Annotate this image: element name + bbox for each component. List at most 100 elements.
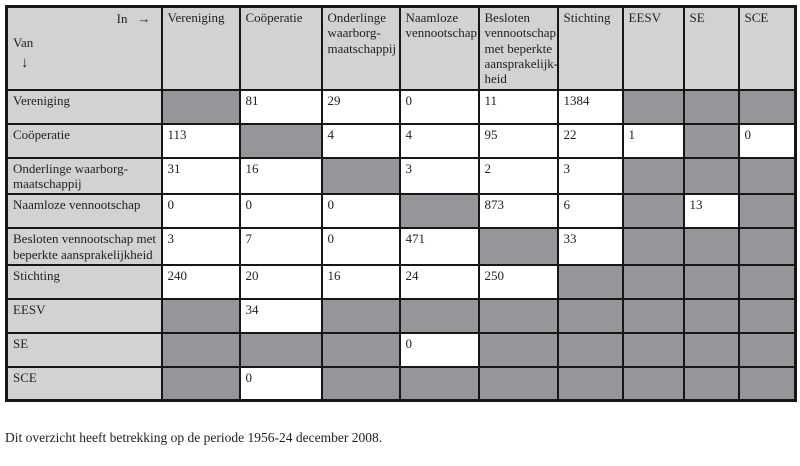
blocked-cell [682, 297, 740, 334]
blocked-cell [477, 365, 559, 402]
blocked-cell [320, 365, 401, 402]
matrix-cell: 0 [320, 227, 401, 266]
matrix-cell: 3 [398, 156, 480, 196]
blocked-cell [682, 365, 740, 402]
matrix-cell: 13 [682, 193, 740, 230]
in-axis-label: In → [13, 10, 157, 26]
conversion-matrix-table: In → Van ↓ Vereniging Coöperatie Onderlinge… [5, 5, 797, 403]
matrix-cell: 22 [556, 122, 624, 159]
table-row: EESV 34 [5, 297, 797, 334]
matrix-cell: 0 [238, 193, 323, 230]
blocked-cell [737, 297, 797, 334]
blocked-cell [398, 297, 480, 334]
footer-note: Dit overzicht heeft betrekking op de per… [5, 430, 383, 445]
matrix-cell: 0 [737, 122, 797, 159]
blocked-cell [737, 88, 797, 125]
blocked-cell [737, 156, 797, 196]
matrix-cell: 250 [477, 263, 559, 300]
row-label: Stichting [5, 263, 163, 300]
table-row: SE 0 [5, 331, 797, 368]
column-header: Onderlinge waarborg-maatschappij [320, 5, 401, 91]
matrix-cell: 1384 [556, 88, 624, 125]
row-label: Vereniging [5, 88, 163, 125]
matrix-cell: 95 [477, 122, 559, 159]
blocked-cell [682, 88, 740, 125]
blocked-cell [682, 331, 740, 368]
blocked-cell [682, 263, 740, 300]
column-header: EESV [621, 5, 685, 91]
van-label: Van [13, 35, 34, 51]
right-arrow-icon: → [137, 11, 151, 26]
column-header: Coöperatie [238, 5, 323, 91]
blocked-cell [737, 263, 797, 300]
blocked-cell [477, 227, 559, 266]
blocked-cell [621, 297, 685, 334]
blocked-cell [621, 263, 685, 300]
column-header: SCE [737, 5, 797, 91]
row-label: Naamloze vennootschap [5, 193, 163, 230]
blocked-cell [621, 227, 685, 266]
matrix-cell: 873 [477, 193, 559, 230]
blocked-cell [160, 331, 241, 368]
matrix-cell: 0 [238, 365, 323, 402]
column-header: Naamloze vennootschap [398, 5, 480, 91]
matrix-corner-cell: In → Van ↓ [5, 5, 163, 91]
blocked-cell [556, 365, 624, 402]
blocked-cell [682, 122, 740, 159]
blocked-cell [160, 297, 241, 334]
matrix-cell: 240 [160, 263, 241, 300]
matrix-cell: 34 [238, 297, 323, 334]
conversion-matrix-wrapper: In → Van ↓ Vereniging Coöperatie Onderlinge… [5, 5, 797, 403]
blocked-cell [398, 365, 480, 402]
blocked-cell [621, 365, 685, 402]
blocked-cell [737, 365, 797, 402]
matrix-cell: 4 [398, 122, 480, 159]
matrix-cell: 16 [238, 156, 323, 196]
table-row: Coöperatie 113 4 4 95 22 1 0 [5, 122, 797, 159]
header-row: In → Van ↓ Vereniging Coöperatie Onderlinge… [5, 5, 797, 91]
matrix-cell: 2 [477, 156, 559, 196]
blocked-cell [320, 156, 401, 196]
column-header: Besloten vennootschap met beperkte aansp… [477, 5, 559, 91]
matrix-cell: 31 [160, 156, 241, 196]
matrix-cell: 81 [238, 88, 323, 125]
matrix-cell: 1 [621, 122, 685, 159]
matrix-cell: 0 [320, 193, 401, 230]
table-row: Stichting 240 20 16 24 250 [5, 263, 797, 300]
row-label: Onderlinge waarborg-maatschappij [5, 156, 163, 196]
blocked-cell [477, 297, 559, 334]
matrix-cell: 3 [556, 156, 624, 196]
blocked-cell [160, 88, 241, 125]
blocked-cell [556, 263, 624, 300]
blocked-cell [737, 227, 797, 266]
blocked-cell [556, 297, 624, 334]
down-arrow-icon: ↓ [21, 54, 29, 71]
column-header: Vereniging [160, 5, 241, 91]
row-label: EESV [5, 297, 163, 334]
matrix-cell: 0 [398, 331, 480, 368]
matrix-cell: 16 [320, 263, 401, 300]
table-row: Onderlinge waarborg-maatschappij 31 16 3 2 3 [5, 156, 797, 196]
table-row: Vereniging 81 29 0 11 1384 [5, 88, 797, 125]
matrix-cell: 29 [320, 88, 401, 125]
row-label: SCE [5, 365, 163, 402]
blocked-cell [682, 227, 740, 266]
blocked-cell [238, 122, 323, 159]
row-label: Besloten vennootschap met beperkte aansp… [5, 227, 163, 266]
matrix-cell: 471 [398, 227, 480, 266]
column-header: SE [682, 5, 740, 91]
table-row: Naamloze vennootschap 0 0 0 873 6 13 [5, 193, 797, 230]
row-label: Coöperatie [5, 122, 163, 159]
matrix-cell: 11 [477, 88, 559, 125]
matrix-cell: 24 [398, 263, 480, 300]
column-header: Stichting [556, 5, 624, 91]
matrix-cell: 7 [238, 227, 323, 266]
blocked-cell [238, 331, 323, 368]
matrix-cell: 3 [160, 227, 241, 266]
matrix-cell: 0 [398, 88, 480, 125]
blocked-cell [737, 193, 797, 230]
in-label: In [116, 11, 128, 26]
blocked-cell [682, 156, 740, 196]
blocked-cell [556, 331, 624, 368]
